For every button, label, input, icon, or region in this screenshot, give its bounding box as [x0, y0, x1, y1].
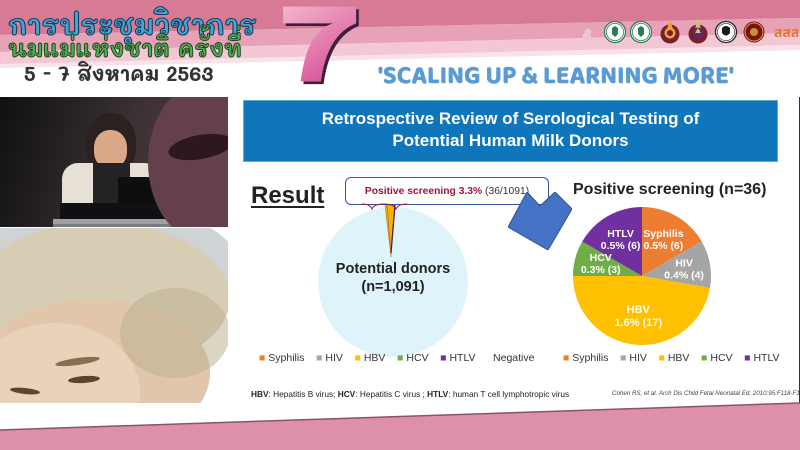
- svg-text:Syphilis: Syphilis: [643, 228, 683, 240]
- svg-text:HTLV: HTLV: [607, 228, 634, 240]
- svg-text:0.4% (4): 0.4% (4): [664, 270, 704, 282]
- svg-text:0.5% (6): 0.5% (6): [644, 240, 684, 252]
- svg-text:HIV: HIV: [675, 258, 693, 270]
- svg-text:1.6% (17): 1.6% (17): [614, 317, 662, 329]
- svg-text:HBV: HBV: [627, 304, 651, 316]
- svg-text:สสส: สสส: [774, 23, 798, 44]
- svg-text:0.5% (6): 0.5% (6): [601, 240, 641, 252]
- svg-text:HCV: HCV: [590, 252, 612, 264]
- svg-text:0.3% (3): 0.3% (3): [581, 264, 621, 276]
